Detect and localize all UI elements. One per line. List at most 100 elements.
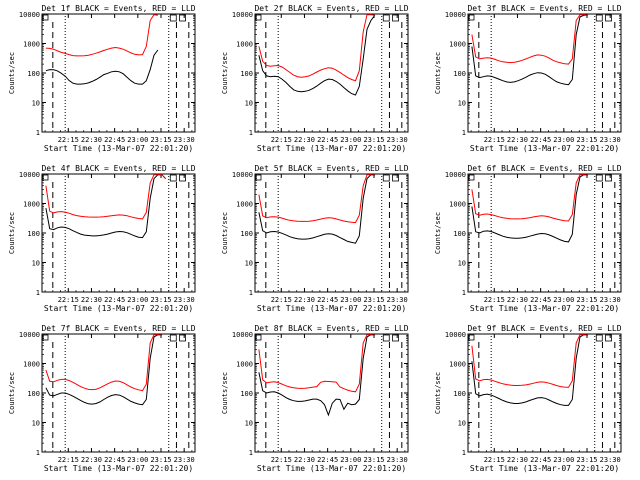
x-tick-label: 23:15 bbox=[363, 456, 384, 464]
x-tick-label: 23:30 bbox=[387, 136, 408, 144]
x-tick-label: 22:30 bbox=[294, 136, 315, 144]
y-tick-label: 10000 bbox=[232, 171, 253, 179]
y-axis-title: Counts/sec bbox=[434, 52, 442, 94]
x-tick-label: 23:15 bbox=[150, 456, 171, 464]
x-tick-label: 23:30 bbox=[600, 456, 621, 464]
x-tick-label: 23:15 bbox=[363, 136, 384, 144]
x-axis-title: Start Time (13-Mar-07 22:01:20) bbox=[44, 304, 193, 313]
x-axis-title: Start Time (13-Mar-07 22:01:20) bbox=[257, 144, 406, 153]
marker-box bbox=[169, 174, 177, 182]
x-tick-label: 22:45 bbox=[104, 136, 125, 144]
marker-box bbox=[595, 174, 603, 182]
y-tick-label: 10000 bbox=[445, 171, 466, 179]
series-line bbox=[258, 334, 375, 393]
marker-box bbox=[179, 174, 186, 182]
x-tick-label: 23:00 bbox=[553, 136, 574, 144]
x-tick-label: 23:00 bbox=[340, 456, 361, 464]
marker-box bbox=[382, 174, 390, 182]
y-tick-label: 1 bbox=[36, 129, 40, 137]
detector-panel: Det 3f BLACK = Events, RED = LLD 1 10 100 10… bbox=[434, 4, 622, 153]
marker-box bbox=[255, 14, 262, 21]
y-tick-label: 1000 bbox=[236, 201, 253, 209]
y-tick-label: 1000 bbox=[23, 201, 40, 209]
y-tick-label: 10000 bbox=[19, 11, 40, 19]
x-tick-label: 23:15 bbox=[576, 296, 597, 304]
x-tick-label: 22:30 bbox=[81, 296, 102, 304]
detector-panel: Det 9f BLACK = Events, RED = LLD 1 10 100 10… bbox=[434, 324, 622, 473]
x-tick-label: 23:30 bbox=[174, 136, 195, 144]
x-tick-label: 22:15 bbox=[271, 136, 292, 144]
x-axis-title: Start Time (13-Mar-07 22:01:20) bbox=[44, 464, 193, 473]
x-tick-label: 22:45 bbox=[530, 456, 551, 464]
marker-box bbox=[169, 334, 177, 342]
x-tick-label: 23:30 bbox=[600, 296, 621, 304]
y-tick-label: 1 bbox=[462, 129, 466, 137]
panel-title: Det 5f BLACK = Events, RED = LLD bbox=[254, 164, 408, 173]
x-tick-label: 22:30 bbox=[294, 456, 315, 464]
y-tick-label: 10 bbox=[32, 420, 40, 428]
y-tick-label: 1 bbox=[249, 289, 253, 297]
y-tick-label: 1000 bbox=[23, 361, 40, 369]
series-line bbox=[258, 174, 375, 244]
y-tick-label: 100 bbox=[240, 390, 253, 398]
x-tick-label: 23:00 bbox=[553, 456, 574, 464]
panel-title: Det 6f BLACK = Events, RED = LLD bbox=[467, 164, 621, 173]
y-tick-label: 100 bbox=[453, 390, 466, 398]
x-tick-label: 23:30 bbox=[174, 296, 195, 304]
marker-box bbox=[382, 334, 390, 342]
y-tick-label: 10000 bbox=[19, 171, 40, 179]
marker-box bbox=[169, 14, 177, 22]
x-tick-label: 22:15 bbox=[271, 456, 292, 464]
x-axis-title: Start Time (13-Mar-07 22:01:20) bbox=[470, 304, 619, 313]
y-tick-label: 10000 bbox=[445, 331, 466, 339]
series-line bbox=[45, 334, 162, 406]
marker-box bbox=[179, 14, 186, 22]
y-tick-label: 1000 bbox=[449, 361, 466, 369]
x-tick-label: 23:15 bbox=[576, 456, 597, 464]
series-line bbox=[258, 174, 375, 224]
panel-title: Det 8f BLACK = Events, RED = LLD bbox=[254, 324, 408, 333]
marker-box bbox=[42, 14, 49, 21]
y-tick-label: 1000 bbox=[449, 201, 466, 209]
y-tick-label: 100 bbox=[240, 230, 253, 238]
y-tick-label: 100 bbox=[27, 230, 40, 238]
x-axis-title: Start Time (13-Mar-07 22:01:20) bbox=[257, 464, 406, 473]
detector-panel: Det 8f BLACK = Events, RED = LLD 1 10 100 10… bbox=[221, 324, 409, 473]
series-line bbox=[45, 174, 166, 239]
y-tick-label: 1 bbox=[249, 449, 253, 457]
x-tick-label: 22:15 bbox=[58, 456, 79, 464]
detector-panel: Det 1f BLACK = Events, RED = LLD 1 10 100 10… bbox=[8, 4, 196, 153]
y-axis-title: Counts/sec bbox=[221, 212, 229, 254]
x-tick-label: 23:15 bbox=[363, 296, 384, 304]
y-tick-label: 10 bbox=[245, 100, 253, 108]
marker-box bbox=[392, 14, 399, 22]
y-tick-label: 10 bbox=[32, 100, 40, 108]
series-line bbox=[258, 334, 375, 417]
x-tick-label: 23:30 bbox=[174, 456, 195, 464]
y-tick-label: 1 bbox=[36, 449, 40, 457]
x-tick-label: 22:45 bbox=[530, 136, 551, 144]
x-tick-label: 23:00 bbox=[340, 296, 361, 304]
y-axis-title: Counts/sec bbox=[8, 52, 16, 94]
y-tick-label: 1 bbox=[249, 129, 253, 137]
series-line bbox=[471, 334, 588, 388]
series-line bbox=[45, 14, 158, 57]
detector-panel: Det 5f BLACK = Events, RED = LLD 1 10 100 10… bbox=[221, 164, 409, 313]
x-tick-label: 22:45 bbox=[530, 296, 551, 304]
x-tick-label: 22:15 bbox=[58, 296, 79, 304]
marker-box bbox=[468, 14, 475, 21]
marker-box bbox=[605, 14, 612, 22]
x-tick-label: 23:30 bbox=[600, 136, 621, 144]
series-line bbox=[45, 334, 162, 392]
series-line bbox=[471, 14, 588, 65]
x-tick-label: 22:45 bbox=[317, 296, 338, 304]
y-tick-label: 1 bbox=[462, 289, 466, 297]
y-tick-label: 10000 bbox=[19, 331, 40, 339]
y-tick-label: 1000 bbox=[236, 41, 253, 49]
x-tick-label: 23:15 bbox=[150, 296, 171, 304]
y-tick-label: 100 bbox=[27, 70, 40, 78]
y-axis-title: Counts/sec bbox=[8, 372, 16, 414]
marker-box bbox=[179, 334, 186, 342]
series-line bbox=[471, 334, 588, 406]
